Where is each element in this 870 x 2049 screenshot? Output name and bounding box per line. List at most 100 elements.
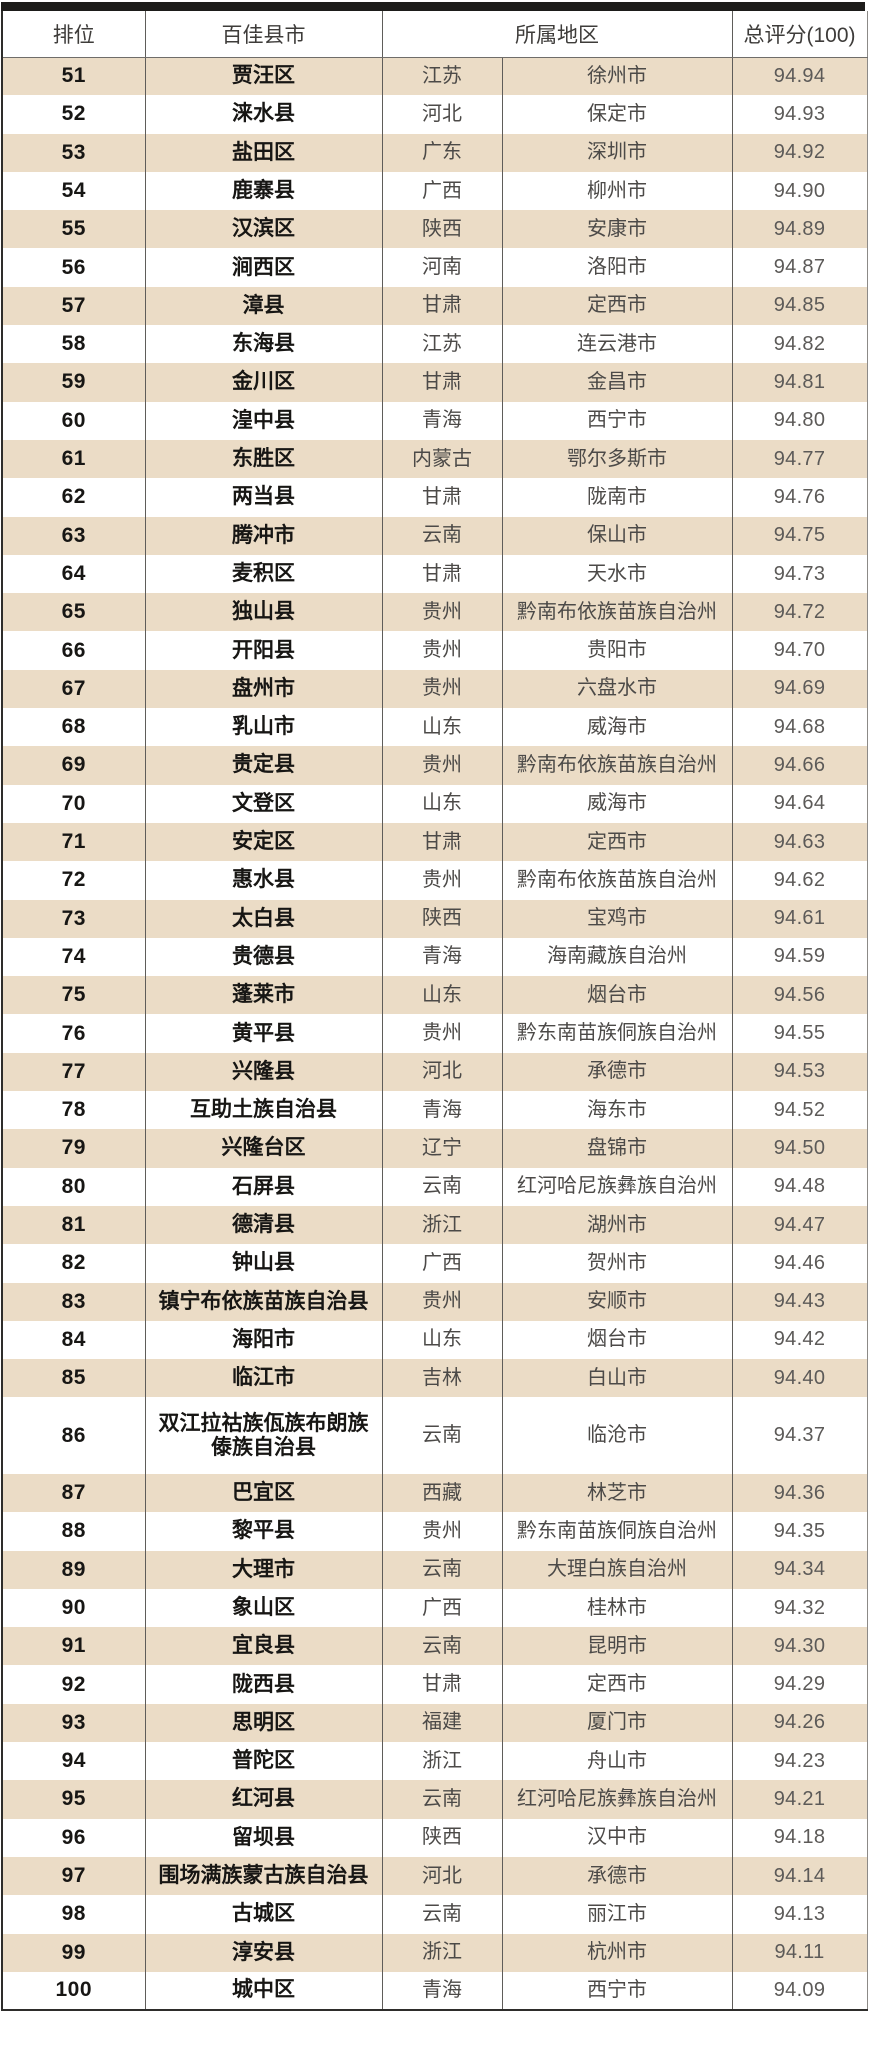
county-cell: 象山区 [144,1588,382,1628]
rank-cell: 64 [2,554,145,594]
city-cell: 舟山市 [501,1742,732,1781]
province-cell: 广东 [381,133,502,172]
header-rank: 排位 [2,11,145,58]
city-cell: 承德市 [501,1052,732,1092]
header-score: 总评分(100) [731,11,867,58]
rank-cell: 92 [2,1665,145,1704]
rank-cell: 97 [2,1856,145,1896]
score-cell: 94.64 [731,784,867,823]
city-cell: 烟台市 [501,976,732,1015]
rank-cell: 70 [2,784,145,823]
county-cell: 惠水县 [144,861,382,900]
rank-cell: 95 [2,1780,145,1819]
county-cell: 城中区 [144,1971,382,2011]
county-cell: 古城区 [144,1895,382,1934]
table-row: 63 腾冲市 云南 保山市 94.75 [2,516,867,555]
county-cell: 东胜区 [144,439,382,479]
city-cell: 厦门市 [501,1703,732,1743]
city-cell: 海南藏族自治州 [501,937,732,977]
score-cell: 94.42 [731,1320,867,1360]
rank-cell: 90 [2,1588,145,1628]
province-cell: 广西 [381,171,502,211]
city-cell: 汉中市 [501,1818,732,1857]
city-cell: 桂林市 [501,1588,732,1628]
table-row: 58 东海县 江苏 连云港市 94.82 [2,325,867,364]
rank-cell: 58 [2,325,145,364]
score-cell: 94.92 [731,133,867,172]
province-cell: 辽宁 [381,1129,502,1168]
table-row: 51 贾汪区 江苏 徐州市 94.94 [2,57,867,96]
table-row: 96 留坝县 陕西 汉中市 94.18 [2,1818,867,1857]
score-cell: 94.63 [731,822,867,862]
city-cell: 深圳市 [501,133,732,172]
table-row: 80 石屏县 云南 红河哈尼族彝族自治州 94.48 [2,1167,867,1206]
county-cell: 镇宁布依族苗族自治县 [144,1282,382,1321]
county-cell: 大理市 [144,1550,382,1589]
county-cell: 独山县 [144,593,382,632]
table-row: 62 两当县 甘肃 陇南市 94.76 [2,478,867,517]
province-cell: 陕西 [381,210,502,249]
score-cell: 94.26 [731,1703,867,1743]
rank-cell: 91 [2,1627,145,1666]
city-cell: 贵阳市 [501,631,732,670]
city-cell: 徐州市 [501,57,732,96]
province-cell: 陕西 [381,1818,502,1857]
header-row: 排位 百佳县市 所属地区 总评分(100) [2,11,867,58]
table-row: 75 蓬莱市 山东 烟台市 94.56 [2,976,867,1015]
province-cell: 青海 [381,1971,502,2011]
city-cell: 定西市 [501,286,732,326]
county-cell: 漳县 [144,286,382,326]
city-cell: 烟台市 [501,1320,732,1360]
county-cell: 思明区 [144,1703,382,1743]
rank-cell: 96 [2,1818,145,1857]
score-cell: 94.93 [731,95,867,134]
county-cell: 巴宜区 [144,1473,382,1513]
rank-cell: 73 [2,899,145,938]
county-cell: 临江市 [144,1359,382,1398]
score-cell: 94.82 [731,325,867,364]
city-cell: 陇南市 [501,478,732,517]
county-cell: 盘州市 [144,669,382,709]
province-cell: 浙江 [381,1205,502,1245]
province-cell: 贵州 [381,669,502,709]
table-row: 67 盘州市 贵州 六盘水市 94.69 [2,669,867,709]
table-row: 71 安定区 甘肃 定西市 94.63 [2,822,867,862]
province-cell: 山东 [381,784,502,823]
rank-cell: 53 [2,133,145,172]
table-row: 66 开阳县 贵州 贵阳市 94.70 [2,631,867,670]
rank-cell: 87 [2,1473,145,1513]
province-cell: 浙江 [381,1742,502,1781]
score-cell: 94.76 [731,478,867,517]
table-row: 94 普陀区 浙江 舟山市 94.23 [2,1742,867,1781]
rank-cell: 98 [2,1895,145,1934]
province-cell: 甘肃 [381,1665,502,1704]
table-row: 92 陇西县 甘肃 定西市 94.29 [2,1665,867,1704]
county-cell: 涞水县 [144,95,382,134]
county-cell: 双江拉祜族佤族布朗族傣族自治县 [144,1397,382,1474]
rank-cell: 67 [2,669,145,709]
province-cell: 河北 [381,95,502,134]
score-cell: 94.53 [731,1052,867,1092]
table-row: 52 涞水县 河北 保定市 94.93 [2,95,867,134]
county-cell: 兴隆台区 [144,1129,382,1168]
table-row: 82 钟山县 广西 贺州市 94.46 [2,1244,867,1283]
province-cell: 云南 [381,1397,502,1474]
county-cell: 贵德县 [144,937,382,977]
table-row: 86 双江拉祜族佤族布朗族傣族自治县 云南 临沧市 94.37 [2,1397,867,1474]
table-row: 69 贵定县 贵州 黔南布依族苗族自治州 94.66 [2,746,867,785]
table-row: 73 太白县 陕西 宝鸡市 94.61 [2,899,867,938]
score-cell: 94.89 [731,210,867,249]
score-cell: 94.69 [731,669,867,709]
city-cell: 威海市 [501,784,732,823]
rank-cell: 68 [2,708,145,747]
rank-cell: 77 [2,1052,145,1092]
score-cell: 94.14 [731,1856,867,1896]
header-county: 百佳县市 [144,11,382,58]
rank-cell: 100 [2,1971,145,2011]
city-cell: 临沧市 [501,1397,732,1474]
city-cell: 盘锦市 [501,1129,732,1168]
province-cell: 山东 [381,708,502,747]
score-cell: 94.59 [731,937,867,977]
table-row: 95 红河县 云南 红河哈尼族彝族自治州 94.21 [2,1780,867,1819]
table-row: 91 宜良县 云南 昆明市 94.30 [2,1627,867,1666]
